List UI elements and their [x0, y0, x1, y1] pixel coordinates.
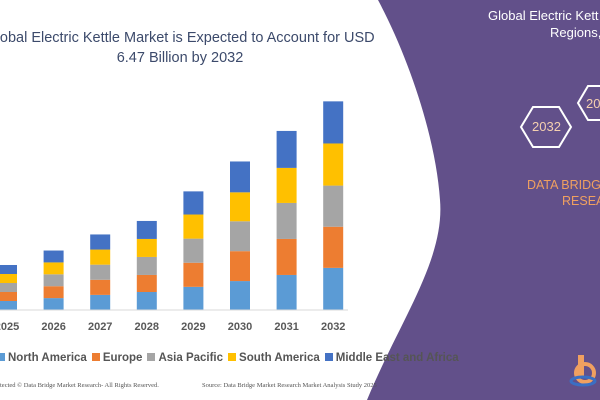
legend-swatch — [0, 353, 5, 361]
bar-2026-middle-east-and-africa — [43, 250, 64, 263]
bar-2029-asia-pacific — [183, 238, 204, 263]
bar-2030-middle-east-and-africa — [230, 161, 250, 193]
x-tick-label: 2026 — [41, 321, 65, 333]
legend-label: Middle East and Africa — [335, 352, 459, 364]
bar-2030-south-america — [230, 192, 250, 222]
bar-2025-north-america — [0, 300, 17, 310]
bar-2027-europe — [90, 279, 111, 295]
x-tick-label: 2032 — [321, 321, 345, 333]
bar-2028-middle-east-and-africa — [136, 220, 157, 239]
legend-swatch — [324, 353, 333, 361]
bar-2026-south-america — [43, 262, 64, 275]
bar-2028-asia-pacific — [136, 256, 157, 275]
bar-2027-south-america — [90, 249, 111, 265]
brand-line2: RESEA — [562, 194, 600, 208]
hex-label-2: 20 — [586, 96, 600, 111]
bar-2032-europe — [323, 226, 344, 268]
footer-source: Source: Data Bridge Market Research Mark… — [202, 382, 377, 389]
bar-2025-middle-east-and-africa — [0, 264, 17, 274]
bar-2030-asia-pacific — [230, 221, 250, 252]
side-heading-line1: Global Electric Kett — [488, 8, 599, 23]
x-tick-label: 2030 — [228, 321, 252, 333]
bar-2027-north-america — [90, 294, 111, 310]
bar-2030-europe — [230, 251, 250, 282]
hexagon-2 — [576, 85, 600, 121]
bar-2026-europe — [43, 286, 64, 299]
side-heading-line2: Regions, — [550, 25, 600, 40]
bar-2029-north-america — [183, 286, 204, 310]
bar-2031-north-america — [276, 274, 297, 310]
legend-label: North America — [8, 352, 87, 364]
chart-title: Global Electric Kettle Market is Expecte… — [0, 30, 375, 66]
legend-label: South America — [239, 352, 320, 364]
bar-2031-south-america — [276, 167, 297, 203]
bar-2028-north-america — [136, 291, 157, 310]
legend-swatch — [91, 353, 100, 361]
bar-2025-south-america — [0, 273, 17, 283]
legend: North America Europe Asia Pacific South Ame… — [0, 352, 459, 364]
bar-2029-south-america — [183, 214, 204, 239]
brand-logo-icon — [569, 355, 597, 387]
side-panel-bg — [367, 0, 600, 400]
bar-2026-asia-pacific — [43, 274, 64, 287]
bar-2032-middle-east-and-africa — [323, 101, 344, 144]
bar-2028-south-america — [136, 238, 157, 257]
legend-swatch — [228, 353, 237, 361]
bar-2031-europe — [276, 238, 297, 275]
bar-2030-north-america — [230, 281, 250, 310]
footer-copyright: tected © Data Bridge Market Research- Al… — [0, 382, 159, 389]
bar-2031-asia-pacific — [276, 202, 297, 239]
x-tick-label: 2028 — [135, 321, 159, 333]
bar-2029-europe — [183, 262, 204, 287]
bar-2028-europe — [136, 274, 157, 292]
x-tick-label: 2031 — [274, 321, 298, 333]
bar-2032-north-america — [323, 267, 344, 310]
hexagon-2032 — [519, 106, 573, 148]
bar-2027-middle-east-and-africa — [90, 234, 111, 250]
bar-2029-middle-east-and-africa — [183, 191, 204, 215]
bar-2025-asia-pacific — [0, 282, 17, 292]
brand-line1: DATA BRIDG — [527, 178, 600, 192]
hex-label-2032: 2032 — [532, 119, 561, 134]
bar-2025-europe — [0, 291, 17, 301]
x-tick-label: 2027 — [88, 321, 112, 333]
x-tick-label: 2025 — [0, 321, 19, 333]
bar-2031-middle-east-and-africa — [276, 130, 297, 168]
bar-2032-south-america — [323, 143, 344, 186]
x-tick-label: 2029 — [181, 321, 205, 333]
bar-2032-asia-pacific — [323, 185, 344, 227]
legend-label: Asia Pacific — [158, 352, 224, 364]
legend-swatch — [147, 353, 156, 361]
legend-label: Europe — [102, 352, 143, 364]
bar-2026-north-america — [43, 298, 64, 310]
bar-2027-asia-pacific — [90, 264, 111, 280]
